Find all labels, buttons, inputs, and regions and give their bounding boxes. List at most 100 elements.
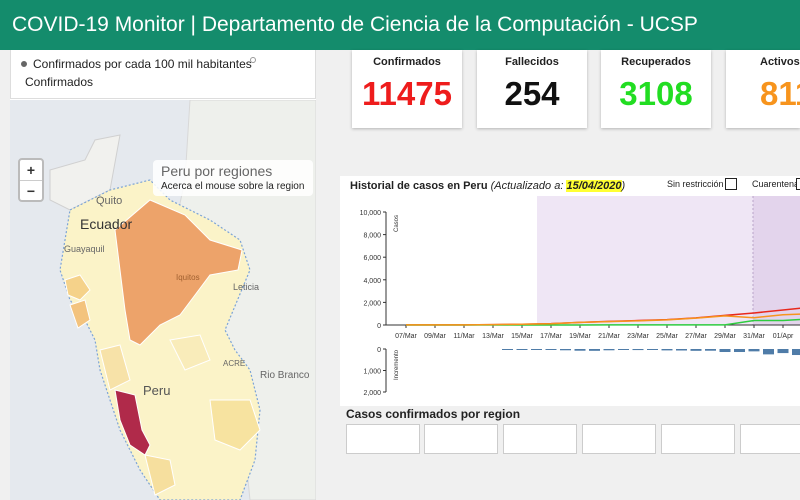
radio-confirmados-indicator[interactable] — [250, 57, 256, 63]
radio-confirmados-indicator-wrap[interactable] — [250, 57, 262, 63]
bar-9 — [632, 349, 644, 351]
zoom-control: + − — [18, 158, 44, 202]
radio-per-100k-label[interactable]: Confirmados por cada 100 mil habitantes — [33, 57, 252, 71]
bar-y-tick-label: 1,000 — [363, 369, 381, 376]
region-card[interactable] — [346, 424, 420, 454]
zoom-in-button[interactable]: + — [20, 160, 42, 181]
history-title-row: Historial de casos en Peru (Actualizado … — [350, 180, 625, 192]
radio-confirmados-label[interactable]: Confirmados — [25, 75, 94, 89]
x-tick-label: 15/Mar — [511, 333, 533, 340]
toggle-sin-restriccion-label: Sin restricción — [667, 179, 724, 189]
region-lambayeque[interactable] — [99, 344, 131, 391]
map-label-guayaquil: Guayaquil — [64, 244, 105, 254]
map-panel: Confirmados por cada 100 mil habitantes … — [10, 50, 316, 500]
region-card[interactable] — [661, 424, 735, 454]
map-label-peru: Peru — [143, 383, 171, 398]
map-info-box: Peru por regiones Acerca el mouse sobre … — [153, 160, 313, 196]
line-chart-y-label: Casos — [394, 215, 400, 232]
card-fallecidos-value: 254 — [504, 75, 560, 112]
x-tick-label: 29/Mar — [714, 333, 736, 340]
bar-20 — [792, 349, 800, 356]
radio-per-100k-indicator[interactable] — [21, 61, 27, 67]
card-fallecidos-title: Fallecidos — [505, 56, 559, 68]
card-recuperados-value: 3108 — [619, 75, 693, 112]
card-confirmados-title: Confirmados — [373, 56, 441, 68]
bar-3 — [545, 349, 557, 350]
x-tick-label: 01/Apr — [773, 333, 794, 340]
bar-0 — [502, 349, 513, 350]
bar-11 — [661, 349, 673, 351]
y-tick-label: 8,000 — [363, 233, 381, 240]
map-label-rio-branco: Rio Branco — [260, 370, 310, 381]
toggle-cuarentena-label: Cuarentena — [752, 179, 800, 189]
bar-6 — [589, 349, 600, 351]
y-tick-label: 6,000 — [363, 255, 381, 262]
region-tumbes[interactable] — [64, 274, 91, 301]
bar-2 — [531, 349, 542, 350]
history-title: Historial de casos en Peru — [350, 180, 488, 192]
x-tick-label: 25/Mar — [656, 333, 678, 340]
history-updated-date: 15/04/2020 — [566, 180, 622, 192]
region-piura[interactable] — [69, 299, 91, 329]
x-tick-label: 21/Mar — [598, 333, 620, 340]
period-band-no-restriction — [537, 196, 753, 325]
region-loreto[interactable] — [114, 199, 243, 346]
card-recuperados: Recuperados 3108 — [601, 50, 711, 128]
x-tick-label: 11/Mar — [453, 333, 475, 340]
region-cusco[interactable] — [209, 399, 261, 451]
y-tick-label: 2,000 — [363, 300, 381, 307]
x-tick-label: 27/Mar — [685, 333, 707, 340]
map-label-acre: ACRE — [223, 359, 246, 368]
app-title: COVID-19 Monitor | Departamento de Cienc… — [12, 13, 698, 36]
bar-19 — [777, 349, 789, 354]
bar-y-tick-label: 0 — [377, 347, 381, 354]
history-charts[interactable]: 10,000 8,000 6,000 4,000 2,000 0 Casos 07/Mar 09… — [0, 0, 800, 450]
region-huanuco[interactable] — [169, 334, 211, 371]
region-card[interactable] — [503, 424, 577, 454]
bar-18 — [763, 349, 774, 355]
bar-1 — [516, 349, 528, 350]
bar-12 — [676, 349, 687, 351]
region-card[interactable] — [424, 424, 498, 454]
series-line-2 — [405, 313, 800, 326]
y-tick-label: 10,000 — [360, 210, 382, 217]
map-label-ecuador: Ecuador — [80, 216, 133, 232]
bar-10 — [647, 349, 658, 350]
bar-17 — [748, 349, 760, 352]
map-label-iquitos: Iquitos — [176, 273, 200, 282]
radio-per-100k[interactable]: Confirmados por cada 100 mil habitantes — [21, 57, 252, 71]
card-confirmados-value: 11475 — [362, 75, 452, 112]
radio-confirmados[interactable]: Confirmados — [25, 75, 93, 89]
bar-chart-y-label: Incremento — [394, 349, 400, 380]
bar-8 — [618, 349, 629, 350]
card-recuperados-title: Recuperados — [621, 56, 691, 68]
x-tick-label: 09/Mar — [424, 333, 446, 340]
history-updated-prefix: (Actualizado a: — [490, 180, 567, 192]
zoom-out-button[interactable]: − — [26, 183, 36, 199]
card-activos-title: Activos — [760, 56, 800, 68]
regions-title: Casos confirmados por region — [346, 407, 521, 421]
card-activos: Activos 811 — [726, 50, 800, 128]
bar-14 — [705, 349, 716, 351]
toggle-sin-restriccion-checkbox[interactable] — [725, 178, 737, 190]
bar-4 — [560, 349, 571, 351]
y-tick-label: 0 — [377, 323, 381, 330]
card-confirmados: Confirmados 11475 — [352, 50, 462, 128]
map-svg[interactable] — [10, 100, 316, 500]
toggle-cuarentena-checkbox[interactable] — [796, 178, 800, 190]
app-header: COVID-19 Monitor | Departamento de Cienc… — [0, 0, 800, 50]
y-tick-label: 4,000 — [363, 278, 381, 285]
map-label-leticia: Leticia — [233, 282, 260, 292]
map-label-quito: Quito — [96, 195, 123, 207]
peru-choropleth-map[interactable]: Quito Ecuador Guayaquil Leticia Iquitos … — [10, 100, 316, 500]
map-info-title: Peru por regiones — [161, 163, 273, 179]
x-tick-label: 17/Mar — [540, 333, 562, 340]
x-tick-label: 07/Mar — [395, 333, 417, 340]
bar-5 — [574, 349, 586, 351]
bar-13 — [690, 349, 702, 351]
map-info-subtitle: Acerca el mouse sobre la region — [161, 181, 305, 192]
bar-16 — [734, 349, 745, 353]
x-tick-label: 31/Mar — [743, 333, 765, 340]
metric-selector: Confirmados por cada 100 mil habitantes … — [10, 50, 316, 99]
card-activos-value: 811 — [760, 75, 800, 112]
